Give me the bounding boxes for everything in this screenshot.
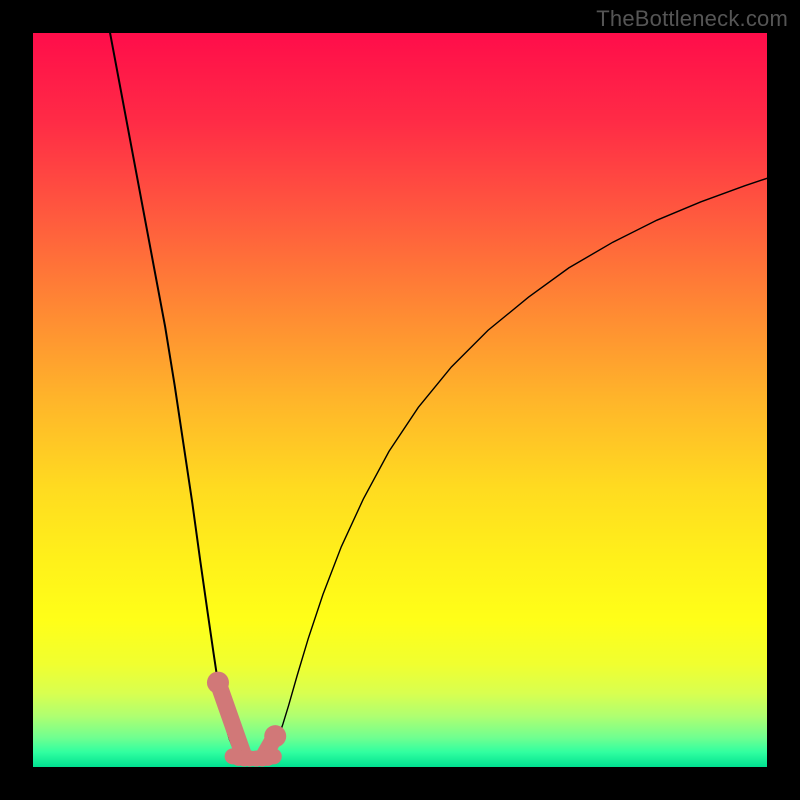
gradient-background	[33, 33, 767, 767]
watermark-label: TheBottleneck.com	[596, 6, 788, 32]
chart-container: TheBottleneck.com	[0, 0, 800, 800]
plot-area	[33, 33, 767, 767]
